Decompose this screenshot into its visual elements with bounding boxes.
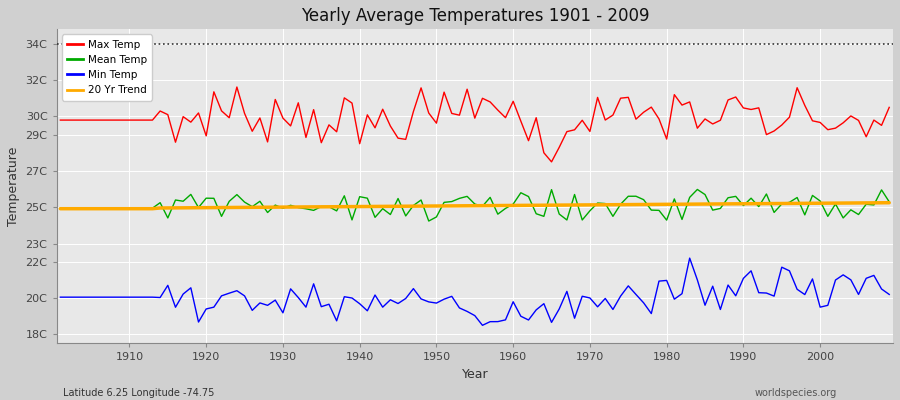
Legend: Max Temp, Mean Temp, Min Temp, 20 Yr Trend: Max Temp, Mean Temp, Min Temp, 20 Yr Tre…: [62, 34, 152, 100]
Text: worldspecies.org: worldspecies.org: [755, 388, 837, 398]
Text: Latitude 6.25 Longitude -74.75: Latitude 6.25 Longitude -74.75: [63, 388, 214, 398]
X-axis label: Year: Year: [462, 368, 488, 381]
Y-axis label: Temperature: Temperature: [7, 147, 20, 226]
Title: Yearly Average Temperatures 1901 - 2009: Yearly Average Temperatures 1901 - 2009: [301, 7, 649, 25]
